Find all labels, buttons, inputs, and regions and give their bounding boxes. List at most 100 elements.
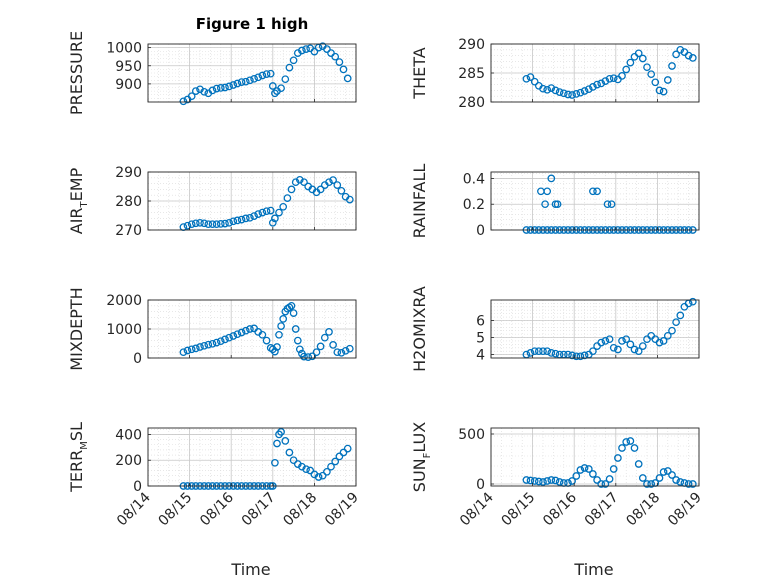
data-point (333, 181, 342, 189)
data-point (522, 476, 531, 484)
data-point (539, 84, 547, 93)
axes-box (147, 43, 357, 103)
data-point (551, 349, 560, 358)
data-point (597, 79, 606, 88)
data-point (668, 326, 676, 335)
data-point (266, 69, 275, 78)
data-point (258, 330, 267, 339)
data-point (277, 428, 285, 436)
data-point (526, 73, 535, 81)
data-point (298, 46, 306, 55)
data-point (647, 480, 656, 488)
subplot-top-right: 280 285 290 THETA (410, 37, 700, 111)
data-point (289, 456, 298, 465)
data-point (576, 88, 585, 97)
data-point (651, 78, 660, 87)
y-tick-label: 200 (115, 453, 142, 469)
data-point (229, 332, 238, 340)
subplot-top-left: 900 950 1000 PRESSURE (67, 31, 357, 115)
data-point (684, 51, 693, 60)
data-point (576, 352, 585, 361)
data-point (553, 200, 562, 209)
data-point (551, 476, 560, 485)
data-point (212, 220, 221, 229)
y-tick-label: 280 (458, 95, 485, 111)
data-point (327, 462, 335, 471)
data-point (672, 476, 680, 484)
y-tick-label: 0 (476, 223, 485, 239)
data-point (196, 218, 204, 227)
data-point (325, 178, 333, 187)
data-point (605, 335, 614, 344)
data-point (241, 326, 250, 335)
data-point (526, 476, 535, 485)
data-point (634, 347, 643, 356)
data-point (250, 212, 258, 220)
data-point (339, 448, 348, 457)
data-point (268, 345, 277, 354)
data-point (287, 185, 296, 194)
data-point (281, 75, 290, 84)
data-series-second-left (179, 175, 354, 231)
data-point (258, 71, 267, 80)
data-point (268, 218, 277, 227)
y-tick-label: 4 (476, 348, 485, 364)
data-point (638, 474, 647, 482)
data-point (233, 330, 242, 339)
data-point (597, 338, 606, 347)
data-point (568, 477, 576, 485)
data-point (543, 85, 552, 94)
data-point (212, 84, 221, 93)
data-point (208, 220, 217, 229)
data-point (688, 54, 697, 62)
y-axis-label-3: RAINFALL (410, 164, 429, 239)
data-point (589, 470, 597, 478)
data-point (634, 49, 643, 58)
data-point (568, 351, 576, 360)
data-point (337, 186, 346, 195)
data-point (308, 352, 317, 361)
data-point (572, 352, 581, 361)
data-point (584, 85, 593, 94)
data-point (622, 65, 631, 74)
data-point (341, 346, 350, 355)
data-point (605, 74, 614, 83)
data-point (584, 465, 593, 473)
data-point (337, 348, 346, 357)
data-point (191, 344, 200, 353)
axes-box (490, 171, 700, 231)
data-point (208, 86, 217, 95)
subplot-second-right: 0 0.2 0.4 RAINFALL (410, 164, 700, 239)
data-point (212, 338, 221, 347)
axes-box (490, 427, 700, 487)
data-point (333, 348, 342, 357)
data-point (335, 452, 344, 461)
data-point (275, 330, 283, 339)
y-tick-label: 0 (133, 479, 142, 495)
data-point (310, 47, 319, 56)
data-point (626, 58, 635, 67)
y-tick-label: 0 (133, 351, 142, 367)
y-tick-label: 0 (476, 477, 485, 493)
data-point (271, 214, 279, 223)
data-point (323, 467, 331, 476)
y-axis-label-4: MIXDEPTH (67, 287, 86, 370)
data-point (647, 70, 656, 79)
data-point (225, 82, 233, 91)
data-point (547, 476, 556, 484)
data-point (302, 465, 310, 474)
data-point (555, 88, 564, 96)
data-point (659, 87, 668, 96)
data-point (229, 81, 238, 89)
data-point (626, 437, 635, 445)
data-point (643, 63, 651, 72)
data-point (262, 336, 271, 345)
data-point (204, 340, 213, 349)
data-point (204, 220, 213, 229)
data-point (293, 336, 302, 345)
data-point (663, 76, 672, 84)
data-point (622, 438, 631, 446)
data-point (614, 454, 622, 462)
data-series-top-left (179, 42, 352, 106)
data-point (672, 50, 680, 59)
